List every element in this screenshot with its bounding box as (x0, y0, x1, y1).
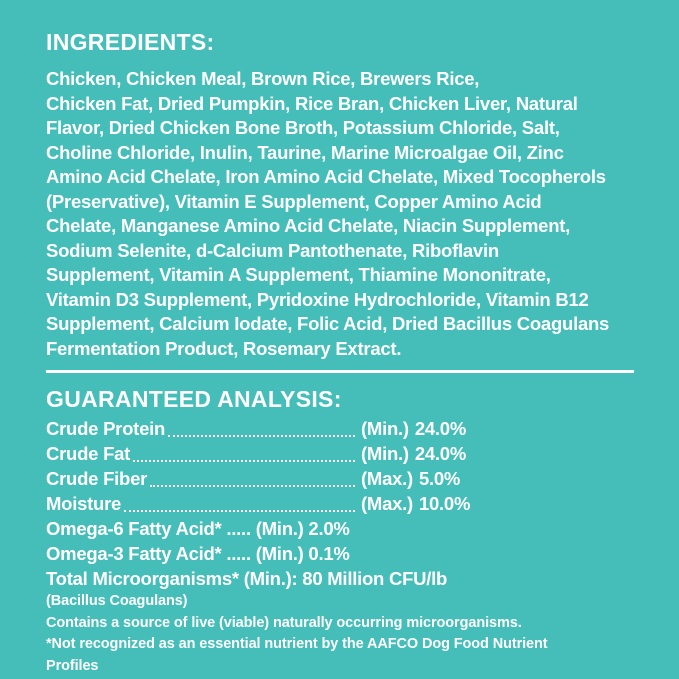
ingredients-line: Fermentation Product, Rosemary Extract. (46, 337, 402, 359)
footnote-profiles: Profiles (46, 657, 99, 674)
dot-leader (133, 460, 355, 463)
ingredients-line: (Preservative), Vitamin E Supplement, Co… (46, 190, 542, 212)
analysis-label-group: Moisture (46, 491, 358, 516)
analysis-label: Crude Fiber (46, 468, 148, 490)
guaranteed-analysis-section: GUARANTEED ANALYSIS: Crude Protein (Min.… (46, 387, 641, 677)
dot-leader (150, 485, 355, 488)
analysis-row-total-microorganisms: Total Microorganisms* (Min.): 80 Million… (46, 568, 448, 590)
analysis-value: 10.0% (418, 493, 471, 515)
dot-leader (124, 510, 355, 513)
footnote-not-recognized: *Not recognized as an essential nutrient… (46, 636, 548, 653)
ingredients-line: Flavor, Dried Chicken Bone Broth, Potass… (46, 117, 560, 139)
ingredients-heading: INGREDIENTS: (46, 29, 215, 55)
ingredients-line: Chelate, Manganese Amino Acid Chelate, N… (46, 215, 571, 237)
analysis-qualifier: (Max.) (361, 493, 413, 515)
ingredients-line: Chicken Fat, Dried Pumpkin, Rice Bran, C… (46, 92, 578, 114)
ingredients-text: Chicken, Chicken Meal, Brown Rice, Brewe… (46, 67, 641, 361)
analysis-row-crude-fiber: Crude Fiber (Max.) 5.0% (46, 466, 641, 491)
analysis-label: Moisture (46, 493, 122, 515)
analysis-value: 5.0% (418, 468, 461, 490)
ingredients-line: Amino Acid Chelate, Iron Amino Acid Chel… (46, 166, 606, 188)
analysis-footnotes: (Bacillus Coagulans) Contains a source o… (46, 591, 641, 677)
ingredients-line: Chicken, Chicken Meal, Brown Rice, Brewe… (46, 68, 480, 90)
analysis-label-group: Crude Protein (46, 416, 358, 441)
analysis-value: 24.0% (414, 443, 467, 465)
ingredients-line: Supplement, Calcium Iodate, Folic Acid, … (46, 313, 610, 335)
analysis-row-omega-6: Omega-6 Fatty Acid* ..... (Min.) 2.0% (46, 518, 350, 540)
analysis-row-omega-3: Omega-3 Fatty Acid* ..... (Min.) 0.1% (46, 543, 350, 565)
analysis-row-moisture: Moisture (Max.) 10.0% (46, 491, 641, 516)
analysis-label: Crude Protein (46, 418, 166, 440)
analysis-qualifier: (Min.) (361, 443, 409, 465)
section-divider (46, 370, 634, 374)
ingredients-line: Supplement, Vitamin A Supplement, Thiami… (46, 264, 551, 286)
ingredients-line: Vitamin D3 Supplement, Pyridoxine Hydroc… (46, 288, 589, 310)
analysis-label-group: Crude Fiber (46, 466, 358, 491)
ingredients-line: Choline Chloride, Inulin, Taurine, Marin… (46, 141, 564, 163)
analysis-label: Crude Fat (46, 443, 131, 465)
analysis-qualifier: (Max.) (361, 468, 413, 490)
analysis-qualifier: (Min.) (361, 418, 409, 440)
analysis-label-group: Crude Fat (46, 441, 358, 466)
analysis-row-crude-fat: Crude Fat (Min.) 24.0% (46, 441, 641, 466)
analysis-row-crude-protein: Crude Protein (Min.) 24.0% (46, 416, 641, 441)
footnote-bacillus: (Bacillus Coagulans) (46, 593, 188, 610)
ingredients-line: Sodium Selenite, d-Calcium Pantothenate,… (46, 239, 499, 261)
footnote-contains: Contains a source of live (viable) natur… (46, 614, 522, 631)
ingredients-section: INGREDIENTS: Chicken, Chicken Meal, Brow… (46, 30, 641, 361)
analysis-value: 24.0% (414, 418, 467, 440)
dot-leader (168, 435, 355, 438)
guaranteed-analysis-heading: GUARANTEED ANALYSIS: (46, 386, 342, 413)
